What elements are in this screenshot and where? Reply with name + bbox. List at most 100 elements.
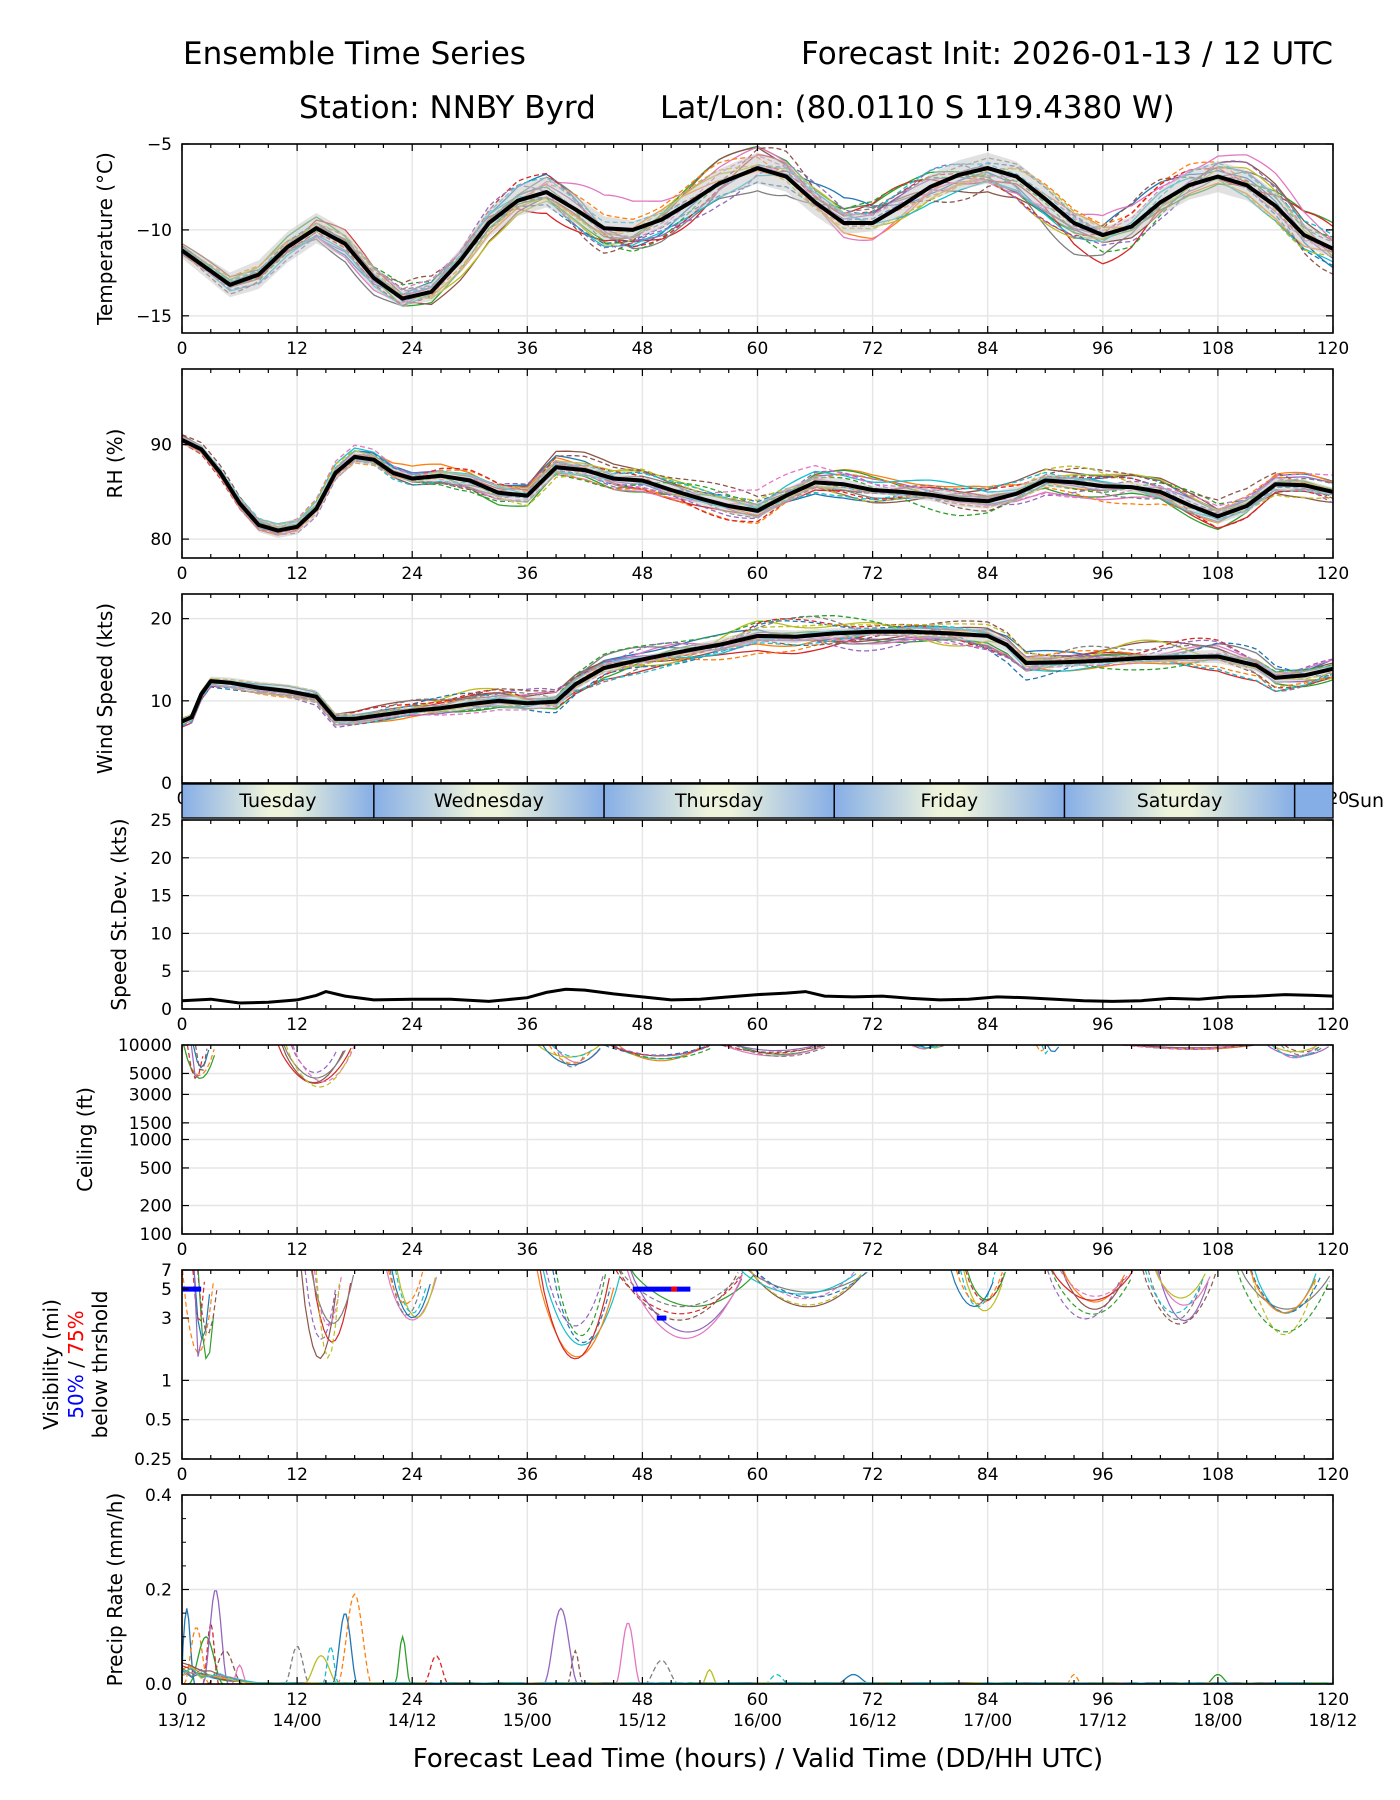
y-tick-label: 0 (161, 1000, 172, 1020)
x-tick-label: 36 (516, 1015, 538, 1035)
member-line (736, 1044, 814, 1052)
x-tick-label: 36 (516, 1240, 538, 1260)
x-tick-label: 84 (977, 1690, 999, 1710)
member-line (194, 1044, 208, 1071)
x-tick-label: 24 (401, 1465, 423, 1485)
y-tick-label: 0.25 (134, 1450, 172, 1470)
valid-time-label: 14/12 (388, 1711, 437, 1731)
precip-spike (332, 1613, 359, 1685)
member-line (950, 1269, 994, 1308)
member-line (192, 1269, 205, 1322)
member-line (1062, 1269, 1126, 1303)
x-tick-label: 48 (632, 1465, 654, 1485)
member-line (1041, 1044, 1050, 1055)
y-tick-label: 7 (161, 1261, 172, 1281)
y-tick-label: 20 (150, 610, 172, 630)
x-tick-label: 96 (1092, 1465, 1114, 1485)
y-tick-label: 20 (150, 849, 172, 869)
valid-time-label: 14/00 (273, 1711, 322, 1731)
member-line (304, 1269, 337, 1341)
member-line (914, 1044, 939, 1049)
member-line (181, 618, 1334, 723)
x-tick-label: 36 (516, 339, 538, 359)
y-tick-label: 5 (161, 962, 172, 982)
member-line (1250, 1269, 1321, 1314)
panel-days: Tuesday Wednesday Thursday Friday Saturday Su… (181, 783, 1384, 819)
member-line (604, 1044, 709, 1056)
x-tick-label: 48 (632, 339, 654, 359)
x-tick-label: 84 (977, 564, 999, 584)
valid-time-label: 18/12 (1309, 1711, 1358, 1731)
x-tick-label: 60 (747, 1240, 769, 1260)
x-tick-label: 72 (862, 1015, 884, 1035)
x-tick-label: 96 (1092, 1240, 1114, 1260)
x-tick-label: 72 (862, 1465, 884, 1485)
x-tick-label: 108 (1202, 339, 1234, 359)
panel-wind: 0122436486072849610812001020Wind Speed (… (93, 593, 1349, 809)
member-line (1144, 1269, 1204, 1314)
x-tick-label: 24 (401, 1690, 423, 1710)
x-tick-label: 12 (286, 1015, 308, 1035)
x-tick-label: 60 (747, 1015, 769, 1035)
valid-time-label: 15/00 (503, 1711, 552, 1731)
member-line (750, 1269, 863, 1306)
title-right: Forecast Init: 2026-01-13 / 12 UTC (801, 36, 1333, 72)
x-tick-label: 0 (177, 564, 188, 584)
member-line (1266, 1044, 1329, 1057)
x-tick-label: 48 (632, 1690, 654, 1710)
x-tick-label: 72 (862, 1690, 884, 1710)
y-axis-label-thresholds: 50% / 75% (64, 1310, 88, 1418)
member-line (619, 1269, 744, 1308)
valid-time-label: 13/12 (158, 1711, 207, 1731)
y-tick-label: 1000 (129, 1131, 172, 1151)
ensemble-mean-line (180, 166, 1334, 301)
y-tick-label: 100 (140, 1225, 172, 1245)
member-line (740, 1269, 857, 1295)
x-tick-label: 96 (1092, 339, 1114, 359)
member-line (315, 1269, 340, 1360)
member-line (285, 1044, 352, 1088)
member-line (548, 1044, 592, 1065)
member-line (181, 620, 1334, 725)
member-line (630, 1269, 743, 1333)
x-tick-label: 84 (977, 339, 999, 359)
member-line (618, 1269, 739, 1321)
y-tick-label: 0.5 (145, 1411, 172, 1431)
day-band (1064, 784, 1295, 818)
y-tick-label: 500 (140, 1159, 172, 1179)
member-line (551, 1044, 595, 1058)
plot-area (181, 1269, 1331, 1361)
member-line (197, 1269, 215, 1361)
member-line (539, 1269, 610, 1360)
precip-spike (322, 1644, 339, 1685)
x-tick-label: 0 (177, 339, 188, 359)
member-line (281, 1044, 345, 1084)
precip-spike (303, 1654, 339, 1685)
day-band (182, 784, 374, 818)
panel-visibility: 0 12 24 36 48 60 72 84 96 108 120 0.25 0.5 1 3 57 Visibi… (39, 1261, 1349, 1485)
member-line (965, 1269, 1005, 1302)
member-line (1236, 1269, 1330, 1333)
day-band (834, 784, 1065, 818)
day-band (373, 784, 605, 818)
y-axis-label: RH (%) (103, 429, 127, 499)
x-tick-label: 72 (862, 339, 884, 359)
legend-50pct: 50% (64, 1374, 88, 1418)
panel-speed_sd: 0 12 24 36 48 60 72 84 96 108 120 0 5 10 15 20 25 Speed S… (107, 811, 1349, 1035)
member-line (1155, 1269, 1211, 1306)
panel-ceiling: 0 12 24 36 48 60 72 84 96 108 120 100 200 500 10001500… (73, 1036, 1349, 1260)
precip-spike (701, 1668, 718, 1685)
member-line (1271, 1044, 1319, 1058)
precip-spike (543, 1607, 579, 1685)
y-tick-label: −10 (136, 221, 172, 241)
member-line (612, 1044, 714, 1060)
precip-spike (336, 1593, 373, 1685)
x-tick-label: 12 (286, 564, 308, 584)
panel-precip: 0 12 24 36 48 60 72 84 96 108 120 0.0 0.2 0.4 13/12 14/… (103, 1486, 1358, 1731)
member-line (1046, 1044, 1060, 1053)
precip-spike (394, 1634, 411, 1685)
member-line (545, 1269, 605, 1327)
x-tick-label: 120 (1317, 1240, 1349, 1260)
member-line (190, 1044, 199, 1077)
y-tick-label: 15 (150, 887, 172, 907)
